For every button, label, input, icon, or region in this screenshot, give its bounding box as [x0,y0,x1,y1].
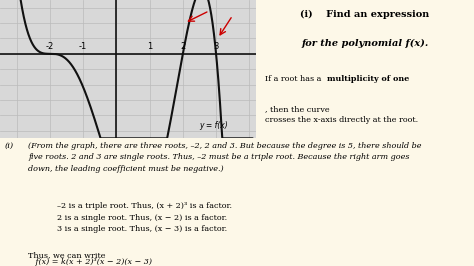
Text: 1: 1 [147,42,152,51]
Text: If a root has a: If a root has a [264,75,324,83]
Text: multiplicity of one: multiplicity of one [327,75,409,83]
Text: -2: -2 [46,42,54,51]
Text: (i)    Find an expression: (i) Find an expression [301,10,429,19]
Text: 2: 2 [180,42,185,51]
Text: , then the curve
crosses the x-axis directly at the root.: , then the curve crosses the x-axis dire… [264,105,418,124]
Text: -1: -1 [79,42,87,51]
Text: 3: 3 [213,42,219,51]
Text: –2 is a triple root. Thus, (x + 2)³ is a factor.
2 is a single root. Thus, (x − : –2 is a triple root. Thus, (x + 2)³ is a… [57,202,232,233]
Text: Thus, we can write: Thus, we can write [28,251,106,259]
Text: for the polynomial f(x).: for the polynomial f(x). [301,39,428,48]
Text: (From the graph, there are three roots, –2, 2 and 3. But because the degree is 5: (From the graph, there are three roots, … [28,142,422,173]
Text: (i): (i) [5,142,14,150]
Text: f(x) = k(x + 2)³(x − 2)(x − 3): f(x) = k(x + 2)³(x − 2)(x − 3) [28,258,153,266]
Text: y = f(x): y = f(x) [200,120,228,130]
